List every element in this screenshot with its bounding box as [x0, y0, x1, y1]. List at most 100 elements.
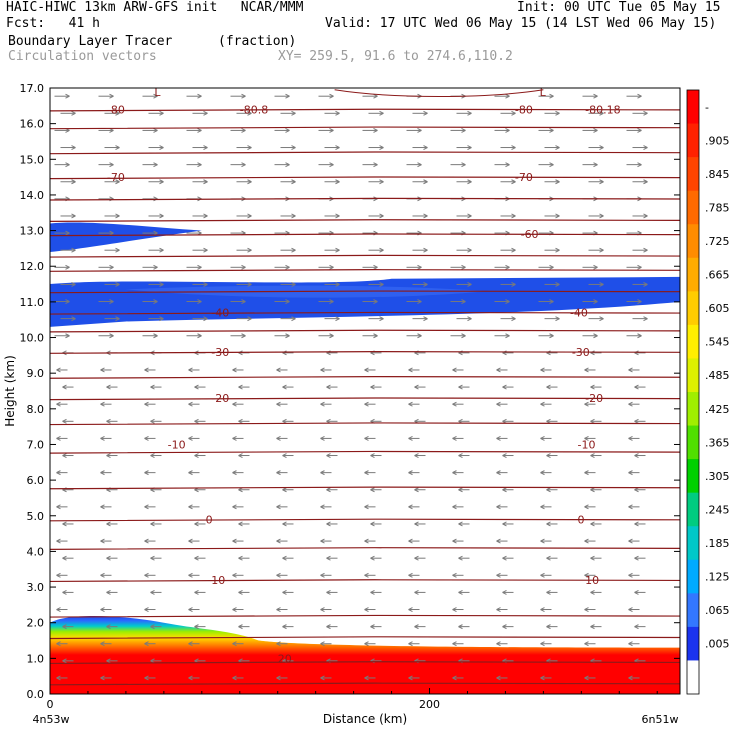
vector-field-name: Circulation vectors: [8, 49, 157, 64]
cross-section-coordinates: XY= 259.5, 91.6 to 274.6,110.2: [278, 49, 513, 64]
circulation-vector-head: [496, 470, 501, 476]
circulation-vector-head: [109, 162, 114, 168]
circulation-vector-head: [452, 675, 457, 681]
circulation-vector-head: [584, 641, 589, 647]
field-units: (fraction): [218, 34, 297, 49]
temperature-contour: [49, 579, 681, 583]
circulation-vector-head: [197, 299, 202, 304]
circulation-vector-head: [241, 299, 246, 304]
circulation-vector-head: [502, 487, 507, 493]
circulation-vector-head: [56, 435, 61, 441]
contour-label: -10: [168, 438, 186, 451]
circulation-vector-head: [106, 521, 111, 527]
circulation-vector-head: [423, 316, 428, 322]
circulation-vector-head: [584, 675, 589, 681]
temperature-contour: [49, 375, 681, 379]
circulation-vector-head: [590, 521, 595, 527]
circulation-vector-head: [584, 435, 589, 441]
circulation-vector-head: [643, 247, 648, 253]
circulation-vector-head: [62, 453, 67, 458]
circulation-vector-head: [329, 127, 334, 133]
circulation-vector-head: [364, 607, 369, 612]
circulation-vector-head: [320, 401, 325, 407]
circulation-vector-head: [71, 145, 76, 150]
circulation-vector-head: [599, 110, 604, 116]
y-tick-label: 8.0: [27, 403, 45, 416]
circulation-vector-head: [144, 367, 149, 373]
circulation-vector-head: [335, 145, 340, 150]
circulation-vector-head: [370, 624, 375, 630]
circulation-vector-head: [188, 504, 193, 510]
circulation-vector-head: [505, 264, 510, 270]
circulation-vector-head: [643, 145, 648, 150]
circulation-vector-head: [291, 110, 296, 116]
circulation-vector-head: [423, 247, 428, 253]
circulation-vector-head: [56, 504, 61, 510]
circulation-vector-head: [159, 213, 164, 219]
circulation-vector-head: [458, 453, 463, 458]
colorbar-label: .725: [705, 235, 730, 248]
circulation-vector-head: [238, 521, 243, 527]
circulation-vector-head: [496, 367, 501, 373]
circulation-vector-head: [56, 401, 61, 407]
contour-label: -40: [570, 307, 588, 320]
circulation-vector-head: [408, 504, 413, 510]
circulation-vector-head: [511, 110, 516, 116]
circulation-vector-head: [247, 213, 252, 219]
circulation-vector-head: [364, 470, 369, 476]
circulation-vector-head: [247, 145, 252, 150]
circulation-vector-head: [232, 675, 237, 681]
circulation-vector-head: [194, 555, 199, 561]
colorbar-label: .665: [705, 269, 730, 282]
circulation-vector-head: [643, 213, 648, 219]
temperature-contour: [49, 397, 681, 401]
circulation-vector-head: [417, 127, 422, 133]
circulation-vector-head: [71, 179, 76, 185]
circulation-vector-head: [599, 247, 604, 253]
plot-frame: [49, 87, 681, 695]
colorbar-swatch: [687, 257, 699, 292]
circulation-vector-head: [232, 435, 237, 441]
circulation-vector-head: [511, 316, 516, 322]
circulation-vector-head: [65, 230, 70, 236]
temperature-contour: [49, 518, 681, 522]
circulation-vector-head: [423, 145, 428, 150]
circulation-vector-head: [540, 401, 545, 407]
circulation-vector-head: [144, 538, 149, 544]
circulation-vector-head: [100, 538, 105, 544]
circulation-vector-head: [555, 145, 560, 150]
circulation-vector-head: [335, 247, 340, 253]
contour-label: -80: [515, 103, 533, 116]
circulation-vector-head: [379, 110, 384, 116]
circulation-vector-head: [238, 555, 243, 561]
circulation-vector-head: [461, 162, 466, 168]
colorbar-swatch: [687, 123, 699, 158]
circulation-vector-head: [144, 675, 149, 681]
circulation-vector-head: [452, 607, 457, 612]
circulation-vector-head: [106, 453, 111, 458]
circulation-vector-head: [461, 127, 466, 133]
circulation-vector-head: [320, 675, 325, 681]
circulation-vector-head: [285, 162, 290, 168]
circulation-vector-head: [100, 435, 105, 441]
circulation-vector-head: [467, 247, 472, 253]
circulation-vector-head: [452, 538, 457, 544]
y-tick-label: 2.0: [27, 617, 45, 630]
circulation-vector-head: [540, 538, 545, 544]
circulation-vector-head: [203, 179, 208, 185]
circulation-vector-head: [599, 145, 604, 150]
circulation-vector-head: [496, 435, 501, 441]
circulation-vector-head: [364, 435, 369, 441]
circulation-vector-head: [115, 179, 120, 185]
circulation-vector-head: [291, 316, 296, 322]
y-tick-label: 12.0: [20, 260, 45, 273]
circulation-vector-head: [241, 127, 246, 133]
circulation-vector-head: [584, 367, 589, 373]
tracer-upper-wisp: [50, 222, 202, 252]
circulation-vector-head: [150, 418, 155, 424]
colorbar-swatch: [687, 291, 699, 326]
circulation-vector-head: [505, 333, 510, 339]
circulation-vector-head: [546, 624, 551, 630]
y-tick-label: 15.0: [20, 153, 45, 166]
circulation-vector-head: [364, 675, 369, 681]
